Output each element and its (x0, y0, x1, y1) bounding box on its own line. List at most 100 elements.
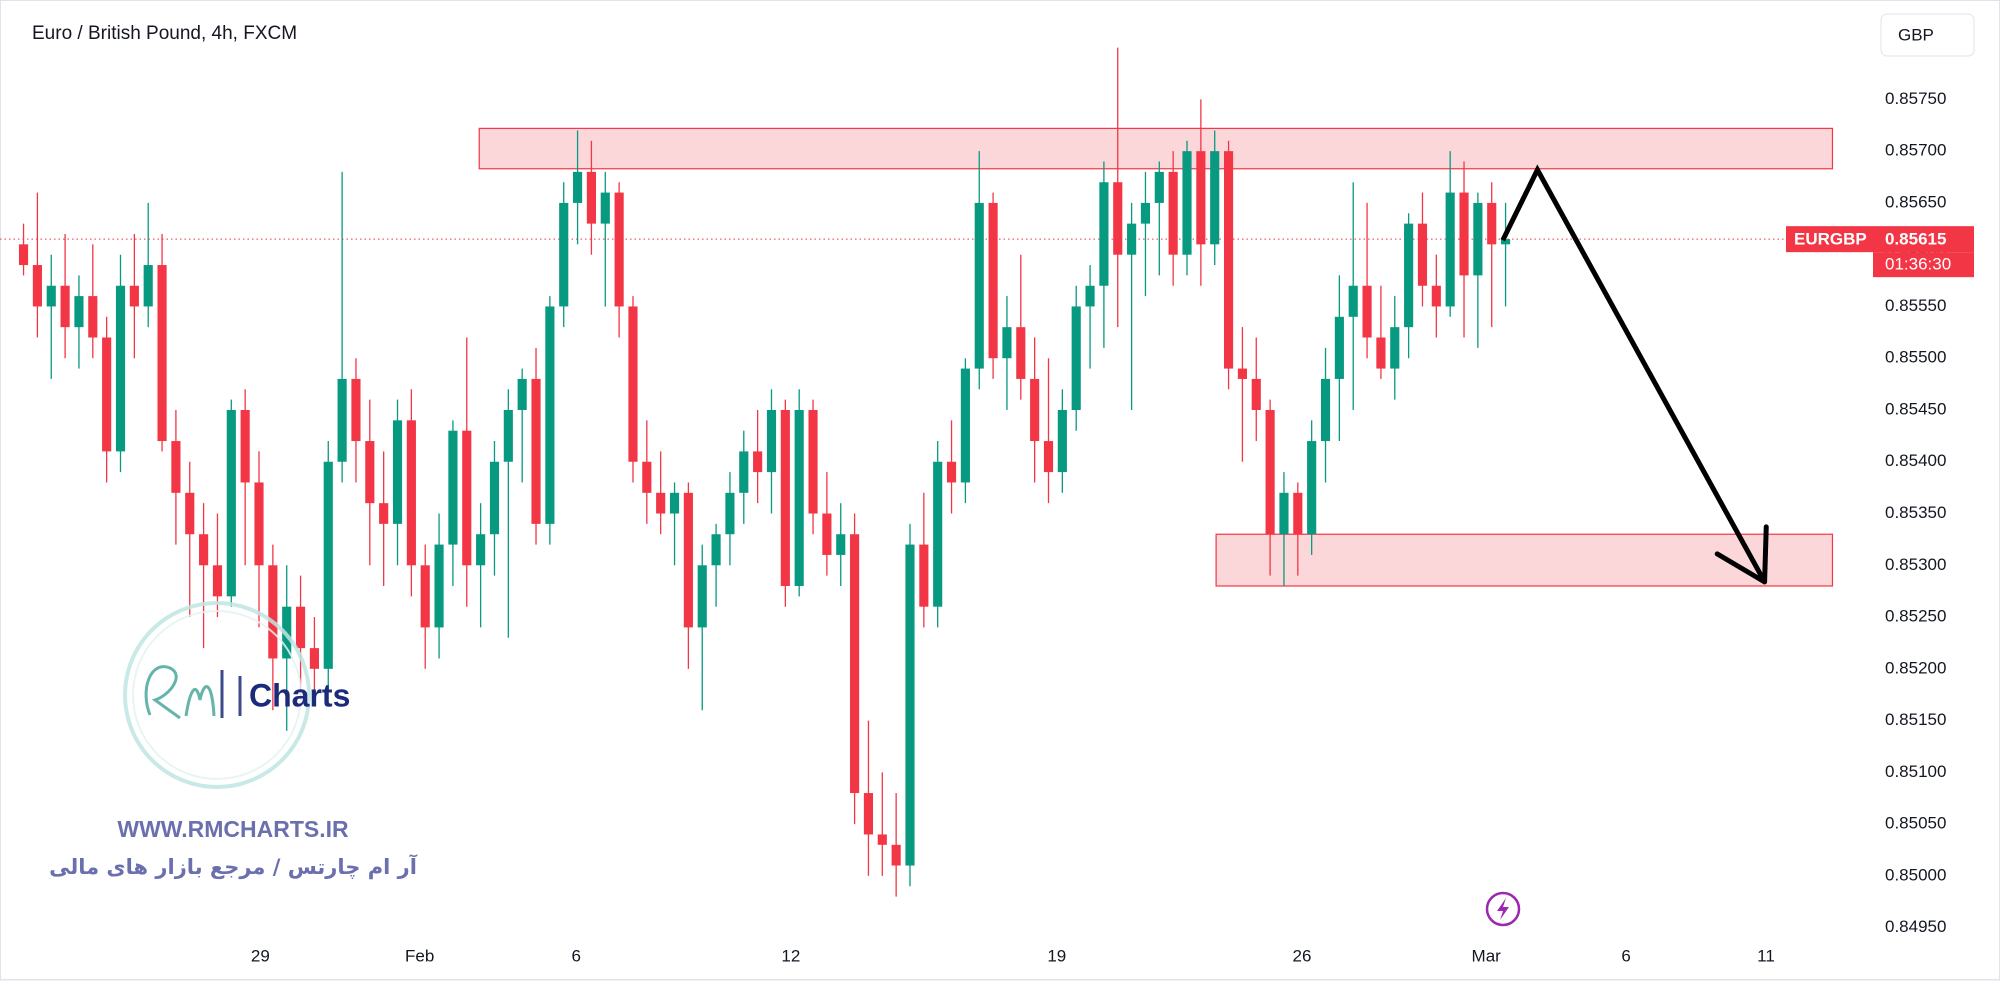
candle-body (1127, 223, 1137, 255)
candle-body (1376, 337, 1386, 369)
x-tick-label: Feb (405, 946, 434, 965)
candle-body (933, 461, 943, 607)
y-tick-label: 0.85550 (1885, 296, 1946, 315)
candle-body (794, 409, 804, 586)
candle-body (254, 482, 264, 566)
candle-body (1168, 171, 1178, 255)
candle-body (115, 285, 126, 452)
candle-body (725, 492, 735, 535)
y-tick-label: 0.84950 (1885, 917, 1946, 936)
candle-body (669, 492, 680, 514)
series-name: EURGBP (1794, 230, 1867, 249)
price-zone (478, 127, 1834, 170)
candle-body (1445, 192, 1455, 307)
candle-body (1501, 239, 1511, 245)
countdown-label: 01:36:30 (1885, 255, 1951, 274)
x-tick-label: 12 (781, 946, 800, 965)
y-tick-label: 0.85250 (1885, 607, 1946, 626)
icon-bolt (1497, 898, 1509, 920)
candle-body (489, 461, 500, 535)
candle-body (1404, 223, 1414, 328)
candle-body (960, 368, 970, 483)
candle-body (74, 296, 84, 328)
candle-body (129, 285, 139, 307)
candle-body (1431, 285, 1441, 307)
candle-body (226, 409, 236, 597)
candle-body (434, 544, 444, 628)
candle-body (1043, 441, 1054, 473)
candle-body (420, 565, 430, 628)
y-tick-label: 0.85150 (1885, 710, 1946, 729)
logo-letters (144, 665, 216, 720)
candle-body (863, 793, 874, 835)
x-tick-label: 26 (1293, 946, 1312, 965)
x-tick-label: 6 (1621, 946, 1630, 965)
arrow-head (1762, 524, 1769, 585)
candle-body (1113, 182, 1123, 255)
y-tick-label: 0.85700 (1885, 141, 1946, 160)
candle-body (545, 306, 555, 524)
watermark-tagline: آر ام چارتس / مرجع بازار های مالی (49, 854, 418, 879)
candle-body (766, 409, 777, 473)
candle-body (656, 492, 666, 514)
candle-body (1251, 378, 1261, 410)
y-tick-label: 0.85500 (1885, 348, 1946, 367)
candle-body (1293, 492, 1303, 535)
candle-body (1002, 327, 1012, 359)
candle-body (1307, 441, 1317, 535)
candle-body (268, 565, 278, 659)
candle-body (295, 606, 306, 649)
x-tick-label: 6 (571, 946, 580, 965)
candle-body (1016, 327, 1026, 379)
candle-body (1348, 285, 1358, 317)
candle-body (351, 378, 361, 442)
currency-box[interactable] (1880, 13, 1975, 57)
lightning-icon[interactable] (1485, 891, 1521, 927)
candle-body (531, 378, 541, 524)
candle-body (476, 534, 486, 566)
candle-body (102, 337, 112, 452)
candle-body (32, 265, 42, 307)
projection-arrow (1500, 164, 1767, 584)
y-tick-label: 0.85100 (1885, 762, 1946, 781)
candle-body (780, 409, 790, 586)
candle-body (1334, 316, 1344, 379)
candle-body (753, 451, 763, 473)
candle-body (1473, 202, 1483, 276)
candle-body (1390, 327, 1400, 369)
logo-ring-inner (132, 610, 302, 780)
y-tick-label: 0.85750 (1885, 89, 1946, 108)
x-tick-label: 19 (1047, 946, 1066, 965)
y-tick-label: 0.85650 (1885, 192, 1946, 211)
candle-body (559, 202, 569, 307)
candle-body (157, 265, 167, 442)
candle-body (185, 492, 195, 535)
candle-body (974, 202, 984, 369)
candle-body (683, 492, 693, 628)
candle-body (877, 834, 887, 845)
candle-body (1071, 306, 1081, 410)
candle-body (1085, 285, 1095, 307)
candle-body (822, 513, 832, 555)
candle-body (642, 461, 652, 493)
chart-title: Euro / British Pound, 4h, FXCM (32, 23, 297, 44)
candle-body (573, 171, 583, 203)
candle-body (628, 306, 638, 462)
candle-body (586, 171, 596, 224)
candle-body (171, 441, 181, 493)
candle-body (18, 244, 29, 266)
y-tick-label: 0.85300 (1885, 555, 1946, 574)
y-tick-label: 0.85350 (1885, 503, 1946, 522)
candle-body (212, 565, 223, 597)
candle-body (46, 285, 56, 307)
candle-body (1237, 368, 1247, 379)
candle-body (240, 409, 250, 483)
candle-body (1099, 182, 1109, 286)
candle-body (1030, 378, 1040, 442)
candle-body (143, 265, 153, 307)
candle-body (1182, 151, 1192, 255)
watermark-logo (123, 601, 311, 789)
candle-body (1487, 202, 1497, 245)
